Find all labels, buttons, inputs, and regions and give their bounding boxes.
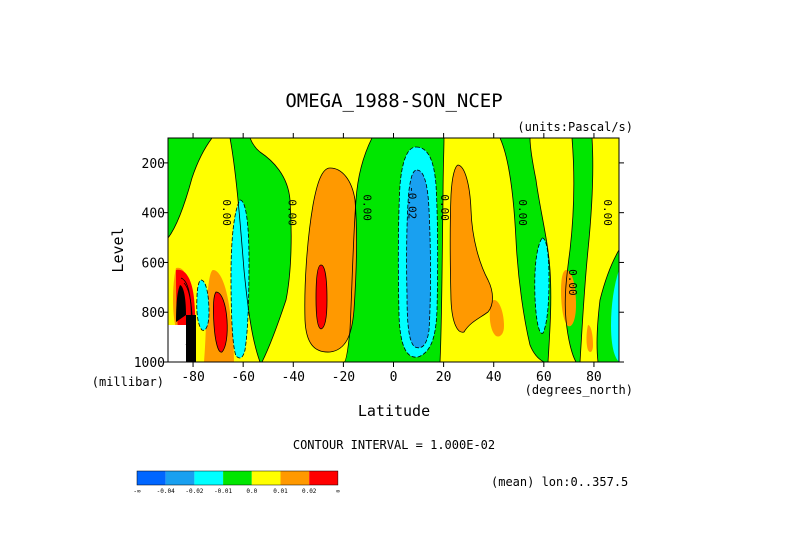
contour-antarctic-b bbox=[183, 282, 193, 349]
y-tick-label: 800 bbox=[142, 306, 165, 321]
colorbar-level-label: 0.0 bbox=[246, 488, 257, 495]
orange-region-nh-midlat bbox=[561, 270, 576, 327]
contour-lines bbox=[168, 138, 619, 362]
x-tick-label: -80 bbox=[181, 370, 204, 385]
colorbar-level-label: 0.02 bbox=[302, 488, 317, 495]
units-label: (units:Pascal/s) bbox=[517, 120, 633, 134]
topography-black bbox=[186, 315, 196, 362]
contour-label: 0.00 bbox=[360, 194, 373, 221]
colorbar-swatch bbox=[137, 471, 166, 485]
contour-interval-note: CONTOUR INTERVAL = 1.000E-02 bbox=[293, 438, 495, 452]
y-tick-label: 600 bbox=[142, 256, 165, 271]
x-tick-label: -40 bbox=[282, 370, 305, 385]
zero-contour-5 bbox=[439, 138, 445, 362]
colorbar-swatch bbox=[280, 471, 310, 485]
contour-label: -0.02 bbox=[406, 186, 419, 219]
colorbar-frame bbox=[136, 470, 339, 486]
red-region-sh-subtropics bbox=[316, 265, 327, 329]
x-tick-label: 40 bbox=[486, 370, 502, 385]
y-tick-label: 200 bbox=[142, 157, 165, 172]
y-tick-label: 400 bbox=[142, 207, 165, 222]
colorbar: -∞ -0.04 -0.02 -0.01 0.0 0.01 0.02 ∞ bbox=[133, 470, 340, 495]
contour-red-sh bbox=[315, 264, 328, 330]
zero-contour-10 bbox=[596, 249, 619, 362]
contour-labels: 0.00 0.00 0.00 -0.02 0.00 0.00 0.00 0.00 bbox=[220, 186, 614, 295]
yellow-region-nh-polar bbox=[580, 138, 619, 362]
topography-black-2 bbox=[176, 285, 186, 322]
zero-contour-6 bbox=[499, 138, 545, 362]
x-tick-label: 80 bbox=[586, 370, 602, 385]
contour-cyan-itcz bbox=[397, 146, 439, 358]
x-tick-label: 0 bbox=[390, 370, 398, 385]
cyan-region-nh-pole bbox=[611, 270, 619, 362]
contour-antarctic-c bbox=[213, 291, 228, 353]
contour-antarctic-d bbox=[196, 279, 210, 331]
y-axis-label: Level bbox=[109, 227, 127, 272]
contour-blue-itcz bbox=[406, 169, 431, 349]
colorbar-swatch bbox=[194, 471, 224, 485]
zero-contour-7 bbox=[529, 138, 552, 362]
zero-contour-2 bbox=[229, 138, 261, 362]
orange-region-nh-polar bbox=[586, 325, 593, 353]
zero-contour-8 bbox=[564, 138, 577, 362]
colorbar-level-label: -∞ bbox=[133, 488, 141, 495]
y-axis: 200 400 600 800 1000 bbox=[134, 157, 624, 371]
zero-contour-9 bbox=[579, 138, 594, 362]
cyan-region-nh-midlat bbox=[534, 238, 549, 334]
x-tick-label: -60 bbox=[231, 370, 254, 385]
colorbar-level-label: 0.01 bbox=[273, 488, 288, 495]
contour-label: 0.00 bbox=[438, 194, 451, 221]
colorbar-swatch bbox=[165, 471, 195, 485]
contour-label: 0.00 bbox=[566, 269, 579, 296]
colorbar-swatch bbox=[251, 471, 281, 485]
x-unit-label: (degrees_north) bbox=[525, 383, 633, 397]
topography-mask bbox=[168, 325, 186, 362]
orange-region-nh-subtropics bbox=[450, 165, 493, 333]
colorbar-level-label: ∞ bbox=[336, 488, 340, 495]
cyan-region-sh-midlat bbox=[231, 200, 249, 358]
contour-label: 0.00 bbox=[285, 199, 298, 226]
x-tick-label: 60 bbox=[536, 370, 552, 385]
colorbar-level-label: -0.02 bbox=[185, 488, 203, 495]
contour-cyan-nh-midlat bbox=[534, 237, 550, 334]
contour-cyan-sh-midlat bbox=[230, 199, 250, 359]
x-tick-label: -20 bbox=[332, 370, 355, 385]
zero-contour-3 bbox=[249, 138, 292, 362]
plot-area: 0.00 0.00 0.00 -0.02 0.00 0.00 0.00 0.00 bbox=[168, 138, 619, 362]
colorbar-level-label: -0.01 bbox=[214, 488, 232, 495]
contour-label: 0.00 bbox=[516, 199, 529, 226]
contour-label: 0.00 bbox=[220, 199, 233, 226]
mean-note: (mean) lon:0..357.5 bbox=[491, 475, 628, 489]
y-tick-label: 1000 bbox=[134, 356, 165, 371]
colorbar-swatch bbox=[223, 471, 252, 485]
contour-label: 0.00 bbox=[601, 199, 614, 226]
zero-contour-1 bbox=[168, 138, 213, 239]
cyan-region-antarctic bbox=[196, 280, 209, 331]
contour-orange-sh bbox=[304, 167, 357, 353]
blue-region-itcz-core bbox=[406, 170, 431, 348]
orange-region-nh-small bbox=[489, 300, 504, 337]
contour-orange-nh bbox=[449, 164, 493, 333]
chart-title: OMEGA_1988-SON_NCEP bbox=[285, 90, 502, 112]
colorbar-level-label: -0.04 bbox=[157, 488, 175, 495]
x-tick-label: 20 bbox=[436, 370, 452, 385]
y-unit-label: (millibar) bbox=[92, 375, 164, 389]
zero-contour-4 bbox=[343, 138, 373, 362]
colorbar-swatch bbox=[309, 471, 338, 485]
red-region-antarctic-2 bbox=[213, 292, 228, 353]
x-axis-label: Latitude bbox=[358, 402, 430, 420]
x-axis: -80 -60 -40 -20 0 20 40 60 80 bbox=[181, 133, 602, 385]
